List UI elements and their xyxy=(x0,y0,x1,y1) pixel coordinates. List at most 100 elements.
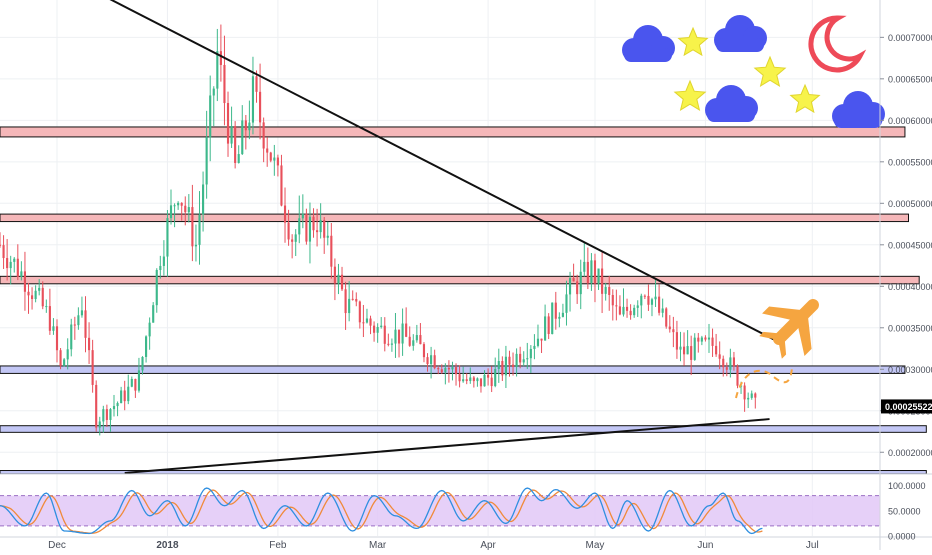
candle-body xyxy=(191,207,194,247)
candle-body xyxy=(280,165,283,206)
stoch-k-line xyxy=(0,487,763,535)
candle-body xyxy=(579,271,582,295)
candle-body xyxy=(66,349,69,360)
candle-body xyxy=(747,397,750,400)
candle-body xyxy=(618,306,621,315)
candle-body xyxy=(572,278,575,282)
candle-body xyxy=(387,343,390,345)
candle-body xyxy=(323,220,326,238)
candle-body xyxy=(41,287,44,307)
candle-body xyxy=(487,374,490,378)
price-tick-label: 0.00035000 xyxy=(888,323,932,333)
candle-body xyxy=(355,298,358,302)
candle-body xyxy=(88,337,91,351)
candle-body xyxy=(422,344,426,358)
candle-body xyxy=(408,336,411,346)
cloud-icon xyxy=(622,25,675,62)
candle-body xyxy=(212,88,215,96)
candle-body xyxy=(319,220,322,233)
candle-body xyxy=(522,359,525,363)
time-tick-label: Dec xyxy=(48,540,66,550)
candle-body xyxy=(682,346,686,355)
current-price-tag xyxy=(881,399,932,414)
candle-body xyxy=(511,364,515,368)
candle-body xyxy=(13,258,16,262)
candle-body xyxy=(729,357,732,370)
candle-body xyxy=(109,409,112,420)
candle-body xyxy=(187,207,190,213)
candle-body xyxy=(91,350,94,385)
candle-body xyxy=(362,322,365,324)
candle-body xyxy=(380,325,383,328)
oscillator-tick-label: 100.0000 xyxy=(888,481,926,491)
candle-body xyxy=(494,368,497,387)
candle-body xyxy=(447,367,450,370)
candle-body xyxy=(604,287,607,294)
candle-body xyxy=(536,338,540,346)
candle-body xyxy=(526,358,529,360)
candle-body xyxy=(180,202,183,206)
resistance-zone xyxy=(0,126,906,138)
candle-body xyxy=(173,205,176,207)
candle-body xyxy=(123,390,126,402)
candle-body xyxy=(558,316,561,319)
candle-body xyxy=(454,367,458,375)
candle-body xyxy=(134,378,137,391)
candle-body xyxy=(643,295,646,297)
support-zone xyxy=(0,425,927,433)
cloud-icon xyxy=(714,15,767,52)
cloud-base xyxy=(834,114,882,128)
candle-body xyxy=(693,337,696,360)
candle-body xyxy=(661,308,664,313)
candle-body xyxy=(690,346,693,360)
candle-body xyxy=(98,421,101,428)
candle-body xyxy=(52,326,55,331)
candle-body xyxy=(326,235,329,238)
candle-body xyxy=(415,335,418,341)
candle-body xyxy=(732,357,735,367)
candle-body xyxy=(259,91,262,123)
candle-body xyxy=(169,205,173,219)
candle-body xyxy=(426,357,429,365)
candle-body xyxy=(405,323,408,337)
price-tick-label: 0.00060000 xyxy=(888,116,932,126)
candle-body xyxy=(77,315,80,326)
moon-icon xyxy=(808,15,867,73)
price-tick-label: 0.00065000 xyxy=(888,74,932,84)
candle-body xyxy=(20,271,23,277)
candle-body xyxy=(351,298,354,300)
time-tick-label: Mar xyxy=(369,540,387,550)
candle-body xyxy=(540,338,543,341)
candle-body xyxy=(95,384,98,428)
candle-body xyxy=(266,148,269,153)
star-icon xyxy=(677,26,709,57)
candle-body xyxy=(112,406,116,410)
candle-body xyxy=(686,346,689,355)
candle-body xyxy=(668,326,671,330)
candle-body xyxy=(544,316,547,341)
star-icon xyxy=(673,79,707,111)
candle-body xyxy=(754,393,757,398)
candle-body xyxy=(515,353,518,368)
candle-body xyxy=(337,274,340,284)
candle-body xyxy=(583,261,586,272)
candle-body xyxy=(45,306,48,308)
candle-body xyxy=(141,356,144,371)
candle-body xyxy=(601,268,604,294)
candle-body xyxy=(369,318,372,326)
candle-body xyxy=(718,354,721,359)
candle-body xyxy=(6,258,9,269)
decorations xyxy=(622,15,885,399)
candle-body xyxy=(9,261,12,269)
resistance-zone xyxy=(0,275,920,285)
candle-body xyxy=(373,325,376,333)
candle-body xyxy=(750,393,753,398)
candle-body xyxy=(226,103,230,144)
candle-body xyxy=(743,385,746,400)
candle-body xyxy=(451,367,454,370)
candle-body xyxy=(672,329,675,333)
trendlines xyxy=(109,0,781,474)
candle-body xyxy=(241,120,244,155)
